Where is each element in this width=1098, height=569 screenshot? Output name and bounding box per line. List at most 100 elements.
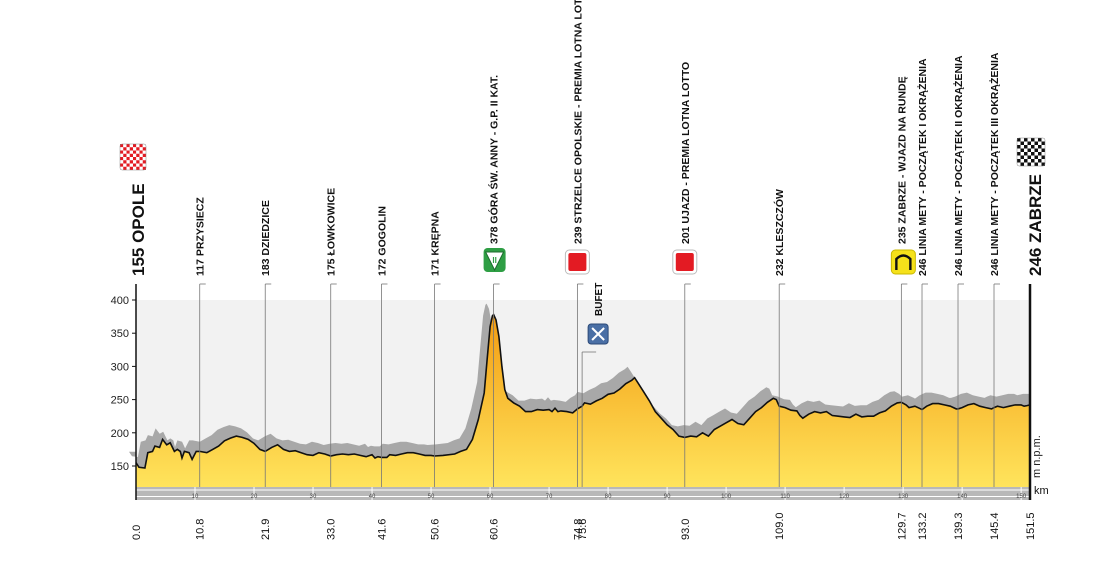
flag-square <box>139 153 143 157</box>
flag-square <box>136 150 140 154</box>
flag-square <box>126 144 130 148</box>
flag-square <box>123 150 127 154</box>
route-markers: 117 PRZYSIECZ 183 DZIEDZICE 175 ŁOWKOWICE 1… <box>195 0 1001 487</box>
distance-label: 10.8 <box>195 519 207 540</box>
flag-square <box>1031 162 1035 166</box>
route-point-label: 117 PRZYSIECZ <box>195 197 207 276</box>
flag-square <box>126 147 130 151</box>
km-tick-label: 140 <box>957 494 968 500</box>
circuit-icon-bg <box>890 249 916 275</box>
flag-square <box>1034 152 1038 156</box>
mountain-icon-text: II <box>492 256 496 265</box>
flag-square <box>1038 159 1042 163</box>
flag-square <box>1038 155 1042 159</box>
flag-square <box>129 147 133 151</box>
flag-square <box>139 163 143 167</box>
flag-square <box>1038 152 1042 156</box>
km-ticks: 10 20 30 40 50 60 70 80 90 100 110 120 130 140 150 <box>136 487 1030 500</box>
flag-square <box>1031 159 1035 163</box>
flag-square <box>1020 155 1024 159</box>
elevation-profile-area <box>136 314 1030 487</box>
flag-square <box>133 153 137 157</box>
km-bar <box>136 487 1030 500</box>
flag-square <box>142 163 146 167</box>
flag-square <box>123 147 127 151</box>
sprint-bonus-icon <box>672 249 698 275</box>
flag-square <box>133 166 137 170</box>
sprint-icon-square <box>675 253 694 271</box>
flag-square <box>1041 138 1045 142</box>
flag-square <box>136 144 140 148</box>
flag-square <box>142 166 146 170</box>
flag-square <box>1034 155 1038 159</box>
flag-square <box>123 166 127 170</box>
flag-square <box>126 153 130 157</box>
flag-square <box>123 153 127 157</box>
distance-label: 33.0 <box>326 519 338 540</box>
distance-label: 60.6 <box>489 519 501 540</box>
flag-square <box>1034 145 1038 149</box>
flag-square <box>1041 141 1045 145</box>
sprint-icon-square <box>568 253 587 271</box>
km-tick-label: 100 <box>721 494 732 500</box>
distance-label: 21.9 <box>260 519 272 540</box>
flag-square <box>120 153 124 157</box>
start-flag-icon <box>119 143 147 171</box>
mountain-icon-triangle <box>484 251 505 272</box>
flag-square <box>126 150 130 154</box>
flag-square <box>1020 138 1024 142</box>
route-point-label: 201 UJAZD - PREMIA LOTNA LOTTO <box>680 62 692 244</box>
flag-square <box>136 163 140 167</box>
flag-square <box>142 160 146 164</box>
flag-square <box>1024 138 1028 142</box>
flag-square <box>123 144 127 148</box>
x-unit-label: km <box>1034 485 1049 497</box>
flag-square <box>1020 152 1024 156</box>
flag-square <box>120 163 124 167</box>
y-tick-label: 200 <box>111 428 129 440</box>
flag-square <box>139 157 143 161</box>
flag-square <box>129 144 133 148</box>
flag-square <box>1027 162 1031 166</box>
flag-square <box>1034 138 1038 142</box>
feed-zone-icon-cross <box>591 327 605 341</box>
flag-square <box>1024 148 1028 152</box>
flag-square <box>1038 145 1042 149</box>
flag-square <box>1024 152 1028 156</box>
flag-square <box>123 157 127 161</box>
flag-square <box>1041 155 1045 159</box>
mountain-category-2-icon: II <box>483 248 506 272</box>
distance-label: 129.7 <box>896 512 908 540</box>
flag-square <box>1017 145 1021 149</box>
distance-labels: 0.0 10.8 21.9 33.0 41.6 50.6 60.6 74.875.6 93.0 1… <box>131 512 1037 540</box>
flag-square <box>129 153 133 157</box>
flag-square <box>136 157 140 161</box>
distance-label: 50.6 <box>430 519 442 540</box>
flag-square <box>136 160 140 164</box>
flag-square <box>1027 159 1031 163</box>
start-label: 155 OPOLE <box>129 183 148 276</box>
flag-square <box>1024 141 1028 145</box>
flag-square <box>126 163 130 167</box>
flag-square <box>1017 148 1021 152</box>
distance-label: 75.6 <box>577 519 589 540</box>
flag-square <box>1024 155 1028 159</box>
flag-square <box>1041 162 1045 166</box>
flag-square <box>1031 145 1035 149</box>
flag-square <box>139 147 143 151</box>
flag-square <box>1027 138 1031 142</box>
flag-square <box>129 160 133 164</box>
km-tick-label: 60 <box>487 494 494 500</box>
route-point-label: 172 GOGOLIN <box>376 206 388 276</box>
flag-square <box>133 150 137 154</box>
distance-label: 145.4 <box>989 512 1001 540</box>
flag-square <box>1024 159 1028 163</box>
flag-square <box>1024 162 1028 166</box>
flag-square <box>1017 152 1021 156</box>
sprint-bonus-icon <box>564 249 590 275</box>
km-tick-label: 120 <box>839 494 850 500</box>
flag-square <box>123 163 127 167</box>
flag-square <box>1017 155 1021 159</box>
flag-square <box>1041 145 1045 149</box>
